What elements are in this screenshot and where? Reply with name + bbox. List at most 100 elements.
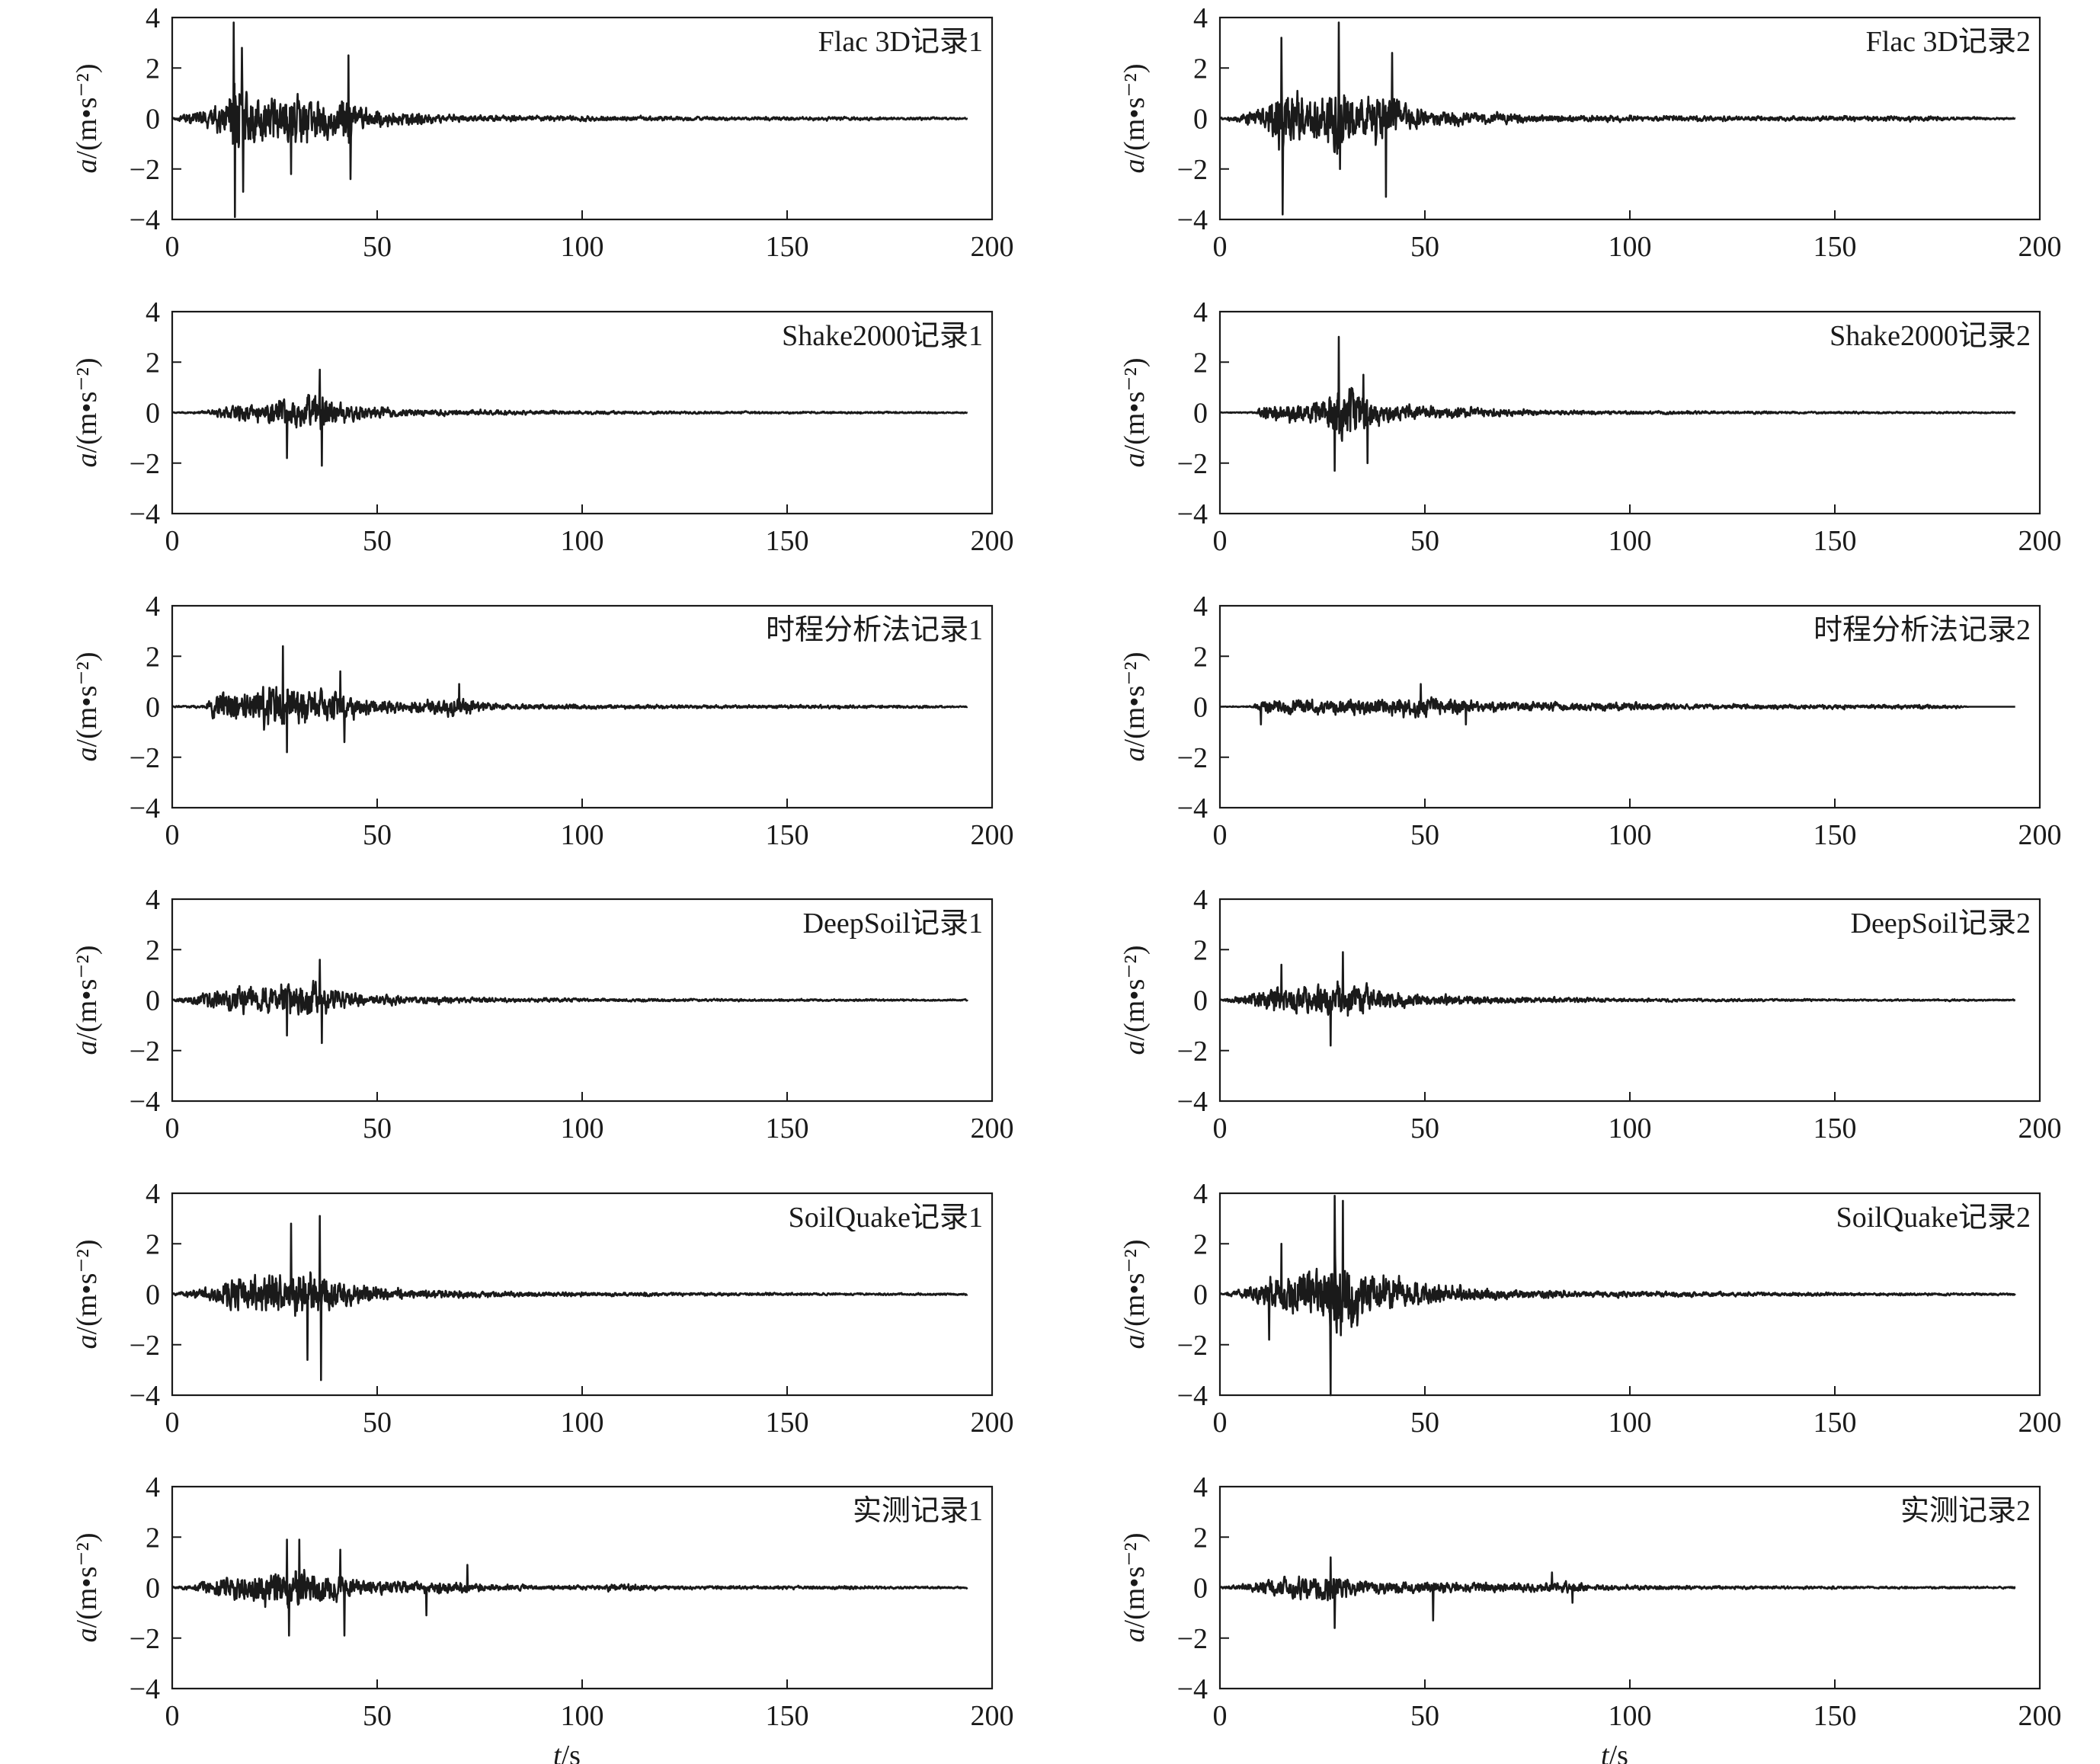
x-tick-label: 50: [1410, 525, 1439, 557]
y-tick-label: −2: [1177, 154, 1208, 186]
x-tick-label: 200: [971, 1407, 1014, 1439]
y-axis-label: a/(m•s⁻²): [71, 652, 103, 762]
series-line-acceleration: [171, 21, 968, 218]
x-tick-label: 150: [1813, 1407, 1857, 1439]
y-tick-label: 2: [146, 934, 160, 966]
x-tick-label: 0: [1213, 231, 1228, 263]
y-tick-label: 0: [1193, 1573, 1208, 1605]
x-axis-label: t/s: [553, 1740, 581, 1764]
y-tick-label: −2: [1177, 742, 1208, 774]
y-tick-label: 4: [1193, 1471, 1208, 1503]
y-tick-label: 0: [1193, 692, 1208, 724]
x-tick-label: 100: [561, 819, 604, 851]
x-tick-label: 0: [1213, 1407, 1228, 1439]
x-tick-label: 0: [165, 1700, 180, 1732]
y-tick-label: 4: [146, 1178, 160, 1210]
y-tick-label: −4: [1177, 1380, 1208, 1412]
x-tick-label: 50: [363, 1113, 392, 1145]
subplot-title: SoilQuake记录2: [1836, 1202, 2031, 1234]
series-line-acceleration: [1219, 1556, 2016, 1629]
x-tick-label: 50: [1410, 1407, 1439, 1439]
y-axis-label: a/(m•s⁻²): [71, 946, 103, 1055]
x-tick-label: 100: [1609, 525, 1652, 557]
y-axis-label: a/(m•s⁻²): [1119, 1533, 1151, 1643]
y-tick-label: −2: [1177, 1623, 1208, 1655]
y-tick-label: −2: [130, 1623, 160, 1655]
y-tick-label: −4: [130, 498, 160, 530]
series-line-acceleration: [1219, 335, 2016, 472]
subplot-title: Shake2000记录2: [1829, 320, 2031, 352]
x-tick-label: 200: [971, 231, 1014, 263]
x-tick-label: 200: [971, 1700, 1014, 1732]
y-axis-label: a/(m•s⁻²): [1119, 358, 1151, 468]
y-axis-label: a/(m•s⁻²): [1119, 946, 1151, 1055]
x-tick-label: 200: [971, 1113, 1014, 1145]
x-tick-label: 0: [165, 819, 180, 851]
y-axis-label: a/(m•s⁻²): [1119, 1240, 1151, 1349]
series-line-acceleration: [1219, 21, 2016, 216]
y-tick-label: 0: [146, 104, 160, 136]
y-tick-label: −4: [130, 1673, 160, 1705]
y-tick-label: 0: [1193, 398, 1208, 430]
y-tick-label: −2: [130, 1036, 160, 1068]
x-tick-label: 200: [971, 525, 1014, 557]
y-tick-label: 4: [1193, 884, 1208, 916]
y-tick-label: 2: [146, 347, 160, 379]
x-tick-label: 150: [1813, 525, 1857, 557]
y-tick-label: 0: [146, 985, 160, 1017]
y-tick-label: −2: [1177, 1036, 1208, 1068]
x-tick-label: 200: [2018, 1407, 2062, 1439]
y-tick-label: −2: [1177, 448, 1208, 480]
y-tick-label: 2: [146, 53, 160, 85]
x-tick-label: 0: [165, 525, 180, 557]
x-tick-label: 0: [165, 1407, 180, 1439]
y-tick-label: −4: [130, 204, 160, 236]
x-tick-label: 150: [766, 1700, 809, 1732]
x-tick-label: 100: [1609, 819, 1652, 851]
y-tick-label: 0: [1193, 104, 1208, 136]
x-tick-label: 200: [971, 819, 1014, 851]
y-tick-label: 4: [146, 1471, 160, 1503]
x-tick-label: 100: [1609, 1113, 1652, 1145]
x-tick-label: 50: [363, 525, 392, 557]
series-line-acceleration: [171, 368, 968, 467]
y-tick-label: −2: [1177, 1330, 1208, 1362]
x-tick-label: 150: [1813, 1113, 1857, 1145]
y-tick-label: −4: [1177, 792, 1208, 824]
subplot-title: 时程分析法记录1: [766, 614, 983, 646]
x-tick-label: 0: [165, 231, 180, 263]
y-tick-label: −2: [130, 154, 160, 186]
y-tick-label: −2: [130, 448, 160, 480]
y-tick-label: 2: [146, 641, 160, 673]
x-tick-label: 100: [561, 231, 604, 263]
y-tick-label: 4: [1193, 591, 1208, 623]
y-tick-label: 2: [1193, 53, 1208, 85]
x-tick-label: 50: [1410, 1700, 1439, 1732]
y-axis-label: a/(m•s⁻²): [71, 64, 103, 174]
x-tick-label: 0: [1213, 819, 1228, 851]
y-tick-label: −4: [1177, 204, 1208, 236]
y-tick-label: −2: [130, 1330, 160, 1362]
x-tick-label: 0: [1213, 525, 1228, 557]
subplot-title: SoilQuake记录1: [789, 1202, 983, 1234]
x-tick-label: 100: [561, 1407, 604, 1439]
x-tick-label: 150: [766, 1113, 809, 1145]
y-tick-label: −2: [130, 742, 160, 774]
y-tick-label: 2: [1193, 347, 1208, 379]
y-tick-label: 2: [146, 1228, 160, 1260]
y-tick-label: 4: [1193, 296, 1208, 328]
subplot-title: 实测记录1: [853, 1495, 983, 1527]
y-tick-label: −4: [130, 1380, 160, 1412]
series-line-acceleration: [171, 1538, 968, 1637]
series-line-acceleration: [171, 645, 968, 754]
x-tick-label: 150: [766, 231, 809, 263]
series-line-acceleration: [1219, 951, 2016, 1047]
y-tick-label: 4: [1193, 2, 1208, 34]
series-line-acceleration: [1219, 1195, 2016, 1397]
